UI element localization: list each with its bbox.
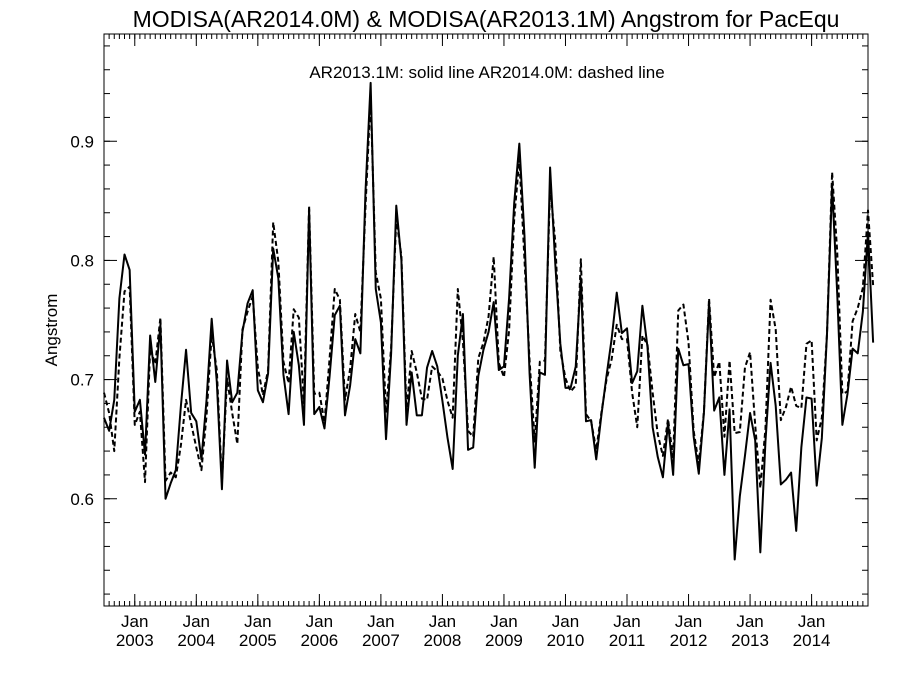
x-tick-month-label: Jan [490,612,517,631]
x-tick-month-label: Jan [613,612,640,631]
legend-annotation: AR2013.1M: solid line AR2014.0M: dashed … [309,63,664,82]
x-tick-month-label: Jan [121,612,148,631]
x-tick-year-label: 2006 [300,631,338,650]
x-tick-month-label: Jan [675,612,702,631]
x-tick-month-label: Jan [183,612,210,631]
x-tick-month-label: Jan [244,612,271,631]
series-line-ar2014-0m [103,94,875,490]
series-group [103,81,875,561]
chart-title: MODISA(AR2014.0M) & MODISA(AR2013.1M) An… [133,6,840,32]
y-tick-label: 0.9 [70,132,94,151]
x-tick-year-label: 2003 [116,631,154,650]
y-tick-label: 0.7 [70,371,94,390]
plot-frame [103,33,869,607]
x-tick-year-label: 2011 [609,631,646,650]
x-tick-month-label: Jan [367,612,394,631]
x-tick-year-label: 2010 [547,631,585,650]
x-tick-year-label: 2008 [424,631,462,650]
x-tick-month-label: Jan [736,612,763,631]
x-tick-month-label: Jan [306,612,333,631]
y-tick-label: 0.8 [70,251,94,270]
x-tick-year-label: 2013 [731,631,769,650]
series-line-ar2013-1m [103,81,875,561]
x-tick-year-label: 2004 [177,631,215,650]
x-tick-year-label: 2009 [485,631,523,650]
x-tick-month-label: Jan [552,612,579,631]
y-axis-label: Angstrom [42,294,61,367]
x-tick-month-label: Jan [798,612,825,631]
x-tick-year-label: 2007 [362,631,400,650]
y-tick-label: 0.6 [70,490,94,509]
x-tick-year-label: 2012 [670,631,708,650]
x-tick-year-label: 2014 [793,631,831,650]
x-tick-year-label: 2005 [239,631,277,650]
axis-ticks [103,34,869,606]
axis-tick-labels: Jan2003Jan2004Jan2005Jan2006Jan2007Jan20… [70,132,830,650]
x-tick-month-label: Jan [429,612,456,631]
